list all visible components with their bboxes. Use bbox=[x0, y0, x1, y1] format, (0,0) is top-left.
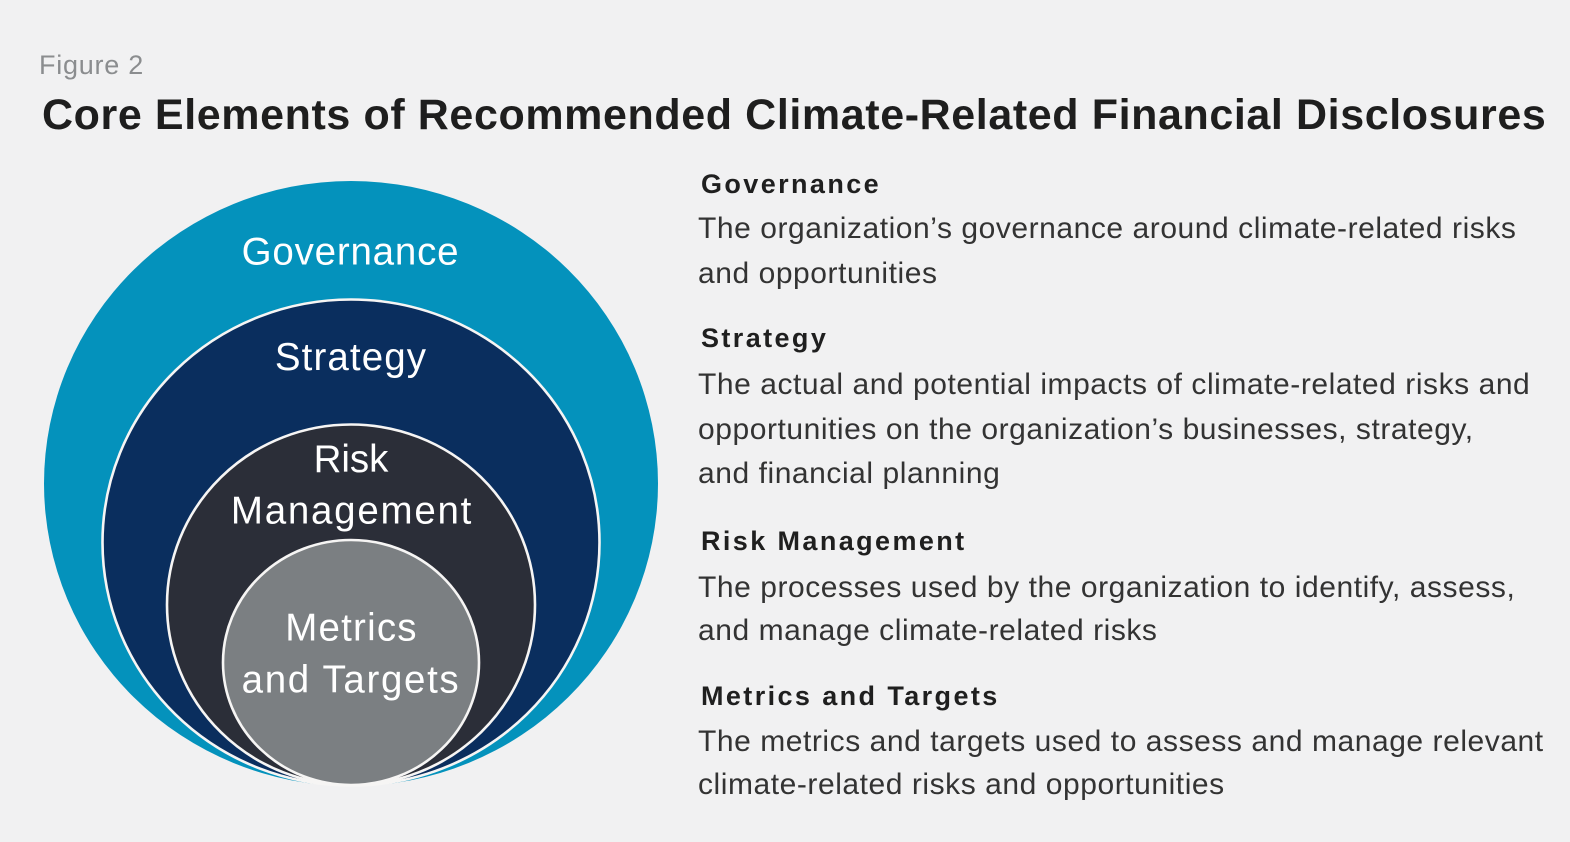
svg-text:Governance: Governance bbox=[242, 231, 460, 274]
svg-text:Management: Management bbox=[231, 489, 473, 532]
svg-text:Strategy: Strategy bbox=[275, 336, 427, 379]
svg-text:Metrics: Metrics bbox=[285, 607, 417, 650]
svg-text:and Targets: and Targets bbox=[242, 659, 461, 702]
svg-text:Risk: Risk bbox=[314, 438, 390, 481]
